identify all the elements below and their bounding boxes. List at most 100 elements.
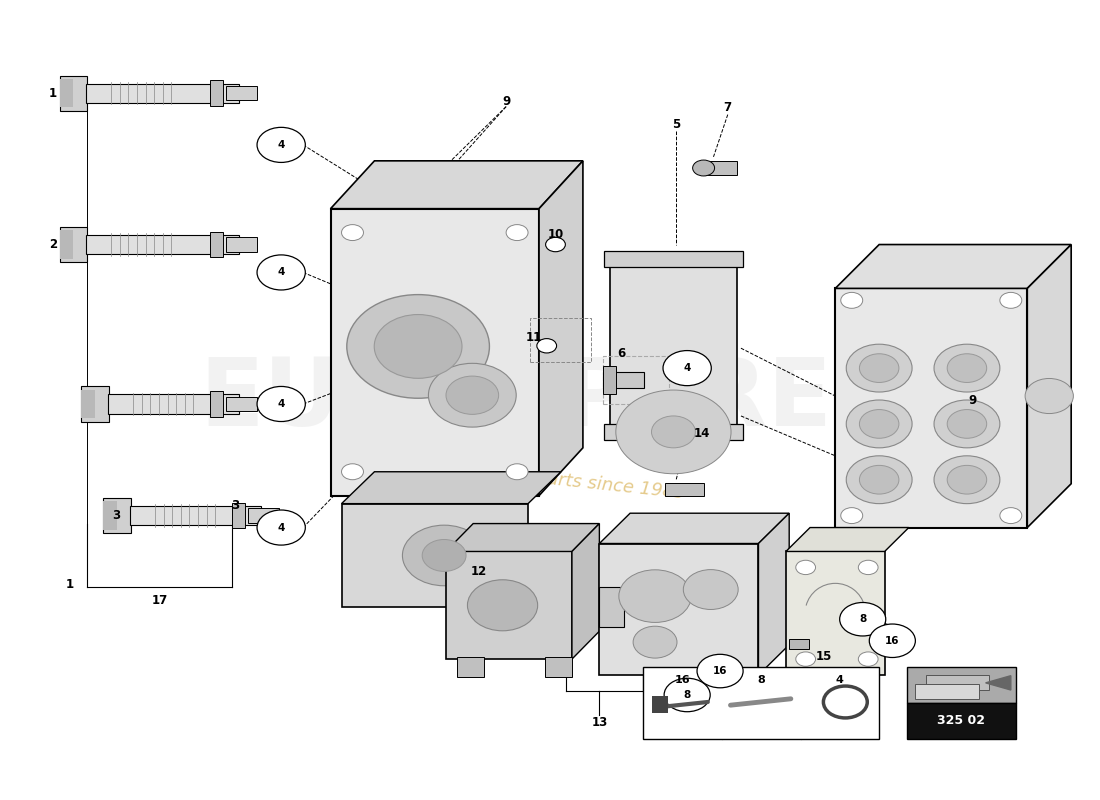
- Circle shape: [346, 294, 490, 398]
- Bar: [456, 657, 484, 677]
- Circle shape: [840, 292, 862, 308]
- Text: 4: 4: [277, 399, 285, 409]
- Text: 325 02: 325 02: [937, 714, 986, 727]
- Text: 3: 3: [112, 509, 121, 522]
- Text: 7: 7: [724, 101, 732, 114]
- Polygon shape: [600, 514, 789, 543]
- Text: 2: 2: [48, 238, 57, 251]
- Text: 5: 5: [672, 118, 680, 131]
- Bar: [603, 372, 645, 388]
- Circle shape: [616, 390, 732, 474]
- Circle shape: [257, 127, 306, 162]
- Bar: [331, 209, 539, 496]
- Polygon shape: [785, 527, 909, 551]
- Circle shape: [506, 464, 528, 480]
- Bar: [227, 238, 257, 252]
- Circle shape: [422, 539, 466, 571]
- Polygon shape: [572, 523, 600, 659]
- Circle shape: [341, 225, 363, 241]
- Text: 14: 14: [693, 427, 710, 440]
- Bar: [59, 230, 73, 259]
- Circle shape: [795, 560, 815, 574]
- Text: 10: 10: [548, 228, 563, 241]
- Circle shape: [619, 570, 691, 622]
- Bar: [604, 251, 744, 267]
- Circle shape: [840, 508, 862, 523]
- Circle shape: [1000, 292, 1022, 308]
- Circle shape: [697, 654, 744, 688]
- Text: 6: 6: [617, 347, 626, 360]
- Circle shape: [663, 350, 712, 386]
- Bar: [59, 75, 87, 110]
- Bar: [210, 232, 223, 258]
- Bar: [210, 80, 223, 106]
- Circle shape: [683, 570, 738, 610]
- Bar: [86, 235, 240, 254]
- Circle shape: [859, 410, 899, 438]
- Circle shape: [846, 456, 912, 504]
- Bar: [59, 78, 73, 107]
- Circle shape: [664, 678, 711, 712]
- Text: 15: 15: [816, 650, 833, 663]
- Bar: [227, 397, 257, 411]
- Bar: [227, 86, 257, 100]
- Text: 4: 4: [277, 140, 285, 150]
- Bar: [210, 391, 223, 417]
- Circle shape: [257, 255, 306, 290]
- Bar: [81, 386, 109, 422]
- Polygon shape: [539, 161, 583, 496]
- Text: 4: 4: [277, 522, 285, 533]
- Circle shape: [934, 456, 1000, 504]
- Circle shape: [846, 400, 912, 448]
- Text: 8: 8: [757, 675, 766, 685]
- Circle shape: [859, 354, 899, 382]
- Circle shape: [1000, 508, 1022, 523]
- Text: a passion for parts since 1985: a passion for parts since 1985: [414, 457, 686, 503]
- Bar: [644, 667, 879, 739]
- Bar: [610, 253, 737, 440]
- Circle shape: [374, 314, 462, 378]
- Circle shape: [947, 410, 987, 438]
- Bar: [789, 639, 808, 649]
- Bar: [81, 390, 95, 418]
- Circle shape: [428, 363, 516, 427]
- Bar: [86, 83, 240, 102]
- Bar: [652, 696, 669, 713]
- Text: 4: 4: [683, 363, 691, 373]
- Circle shape: [934, 400, 1000, 448]
- Circle shape: [795, 652, 815, 666]
- Circle shape: [403, 525, 486, 586]
- Bar: [544, 657, 572, 677]
- Bar: [600, 587, 624, 627]
- Bar: [603, 366, 616, 394]
- Circle shape: [546, 238, 565, 252]
- Polygon shape: [341, 472, 561, 504]
- Text: 12: 12: [471, 565, 487, 578]
- Circle shape: [934, 344, 1000, 392]
- Circle shape: [341, 464, 363, 480]
- Circle shape: [859, 466, 899, 494]
- Circle shape: [947, 354, 987, 382]
- Circle shape: [651, 416, 695, 448]
- Text: 8: 8: [859, 614, 867, 624]
- Circle shape: [869, 624, 915, 658]
- Bar: [341, 504, 528, 607]
- Bar: [603, 356, 669, 404]
- Bar: [249, 509, 279, 522]
- Bar: [108, 394, 240, 414]
- Circle shape: [537, 338, 557, 353]
- Bar: [103, 498, 131, 533]
- Bar: [604, 424, 744, 440]
- Polygon shape: [759, 514, 789, 675]
- Bar: [600, 543, 759, 675]
- Text: 9: 9: [502, 94, 510, 107]
- Bar: [103, 502, 117, 530]
- Bar: [130, 506, 262, 525]
- Circle shape: [257, 510, 306, 545]
- Circle shape: [257, 386, 306, 422]
- Text: 11: 11: [526, 331, 541, 344]
- Circle shape: [839, 602, 886, 636]
- Bar: [530, 318, 591, 362]
- Text: 1: 1: [65, 578, 74, 591]
- Bar: [785, 551, 884, 675]
